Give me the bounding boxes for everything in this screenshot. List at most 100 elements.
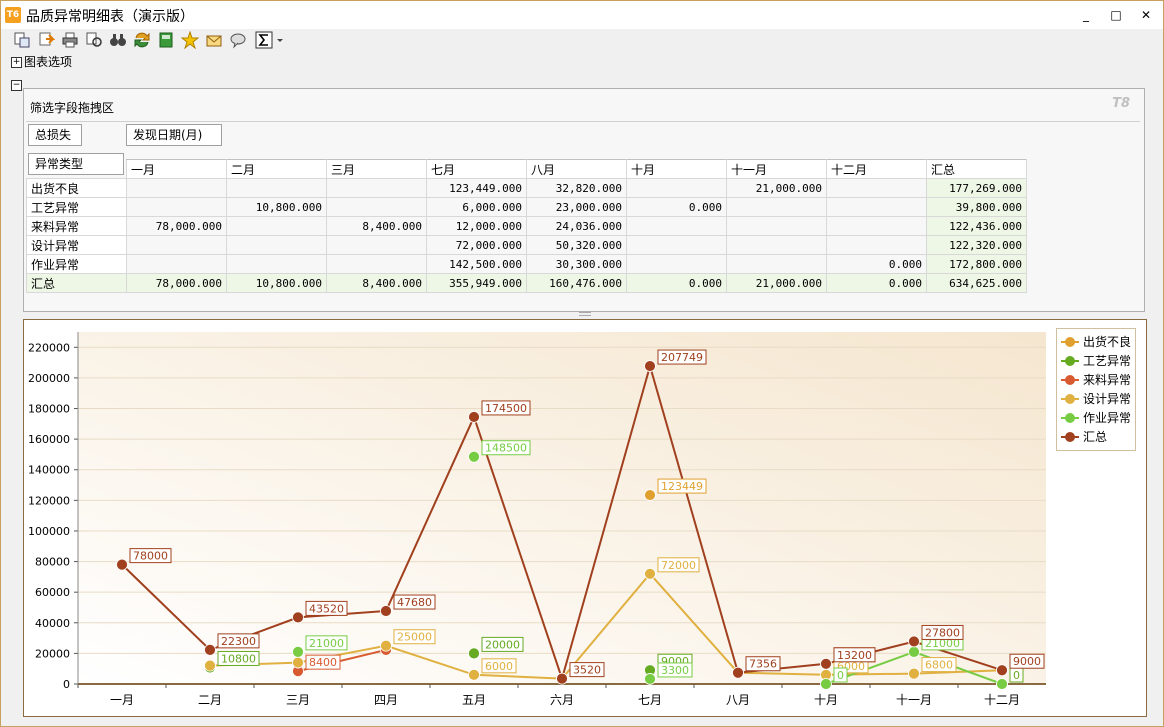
sum-icon[interactable] <box>255 31 273 49</box>
table-cell[interactable]: 78,000.000 <box>126 216 227 236</box>
table-cell[interactable]: 0.000 <box>626 197 727 217</box>
column-field-button[interactable]: 发现日期(月) <box>126 124 222 146</box>
table-cell[interactable]: 172,800.000 <box>926 254 1027 274</box>
table-cell[interactable]: 0.000 <box>826 273 927 293</box>
mail-icon[interactable] <box>205 31 223 49</box>
table-cell[interactable] <box>826 235 927 255</box>
table-cell[interactable] <box>126 254 227 274</box>
collapse-toggle[interactable]: − <box>11 78 24 92</box>
table-cell[interactable]: 122,436.000 <box>926 216 1027 236</box>
column-header[interactable]: 十一月 <box>726 159 827 179</box>
row-header[interactable]: 作业异常 <box>26 254 127 274</box>
find-icon[interactable] <box>109 31 127 49</box>
table-cell[interactable]: 355,949.000 <box>426 273 527 293</box>
table-cell[interactable]: 21,000.000 <box>726 273 827 293</box>
table-cell[interactable] <box>226 216 327 236</box>
data-field-button[interactable]: 总损失 <box>28 124 82 146</box>
column-header[interactable]: 十二月 <box>826 159 927 179</box>
row-header[interactable]: 汇总 <box>26 273 127 293</box>
table-cell[interactable]: 21,000.000 <box>726 178 827 198</box>
table-cell[interactable]: 78,000.000 <box>126 273 227 293</box>
table-cell[interactable] <box>726 235 827 255</box>
table-cell[interactable] <box>626 254 727 274</box>
table-cell[interactable] <box>326 178 427 198</box>
y-tick-label: 80000 <box>35 556 70 569</box>
data-label: 174500 <box>485 402 527 415</box>
table-cell[interactable] <box>226 235 327 255</box>
table-cell[interactable] <box>726 197 827 217</box>
close-button[interactable]: ✕ <box>1140 8 1152 22</box>
table-cell[interactable]: 32,820.000 <box>526 178 627 198</box>
data-point <box>380 639 392 652</box>
table-cell[interactable] <box>726 254 827 274</box>
table-cell[interactable] <box>226 178 327 198</box>
print-icon[interactable] <box>61 31 79 49</box>
data-point <box>380 605 392 617</box>
table-cell[interactable]: 0.000 <box>626 273 727 293</box>
table-cell[interactable]: 50,320.000 <box>526 235 627 255</box>
table-cell[interactable] <box>826 178 927 198</box>
column-header[interactable]: 八月 <box>526 159 627 179</box>
minimize-button[interactable]: _ <box>1083 8 1089 22</box>
table-cell[interactable]: 39,800.000 <box>926 197 1027 217</box>
export-icon[interactable] <box>37 31 56 49</box>
panel-splitter[interactable] <box>579 312 591 316</box>
table-cell[interactable]: 10,800.000 <box>226 197 327 217</box>
grid-header-row: 一月 二月 三月 七月 八月 十月 十一月 十二月 汇总 <box>27 159 1027 179</box>
column-header[interactable]: 十月 <box>626 159 727 179</box>
table-cell[interactable] <box>826 197 927 217</box>
table-cell[interactable] <box>226 254 327 274</box>
table-cell[interactable]: 122,320.000 <box>926 235 1027 255</box>
table-cell[interactable]: 8,400.000 <box>326 273 427 293</box>
table-cell[interactable]: 10,800.000 <box>226 273 327 293</box>
table-cell[interactable] <box>326 197 427 217</box>
column-header[interactable]: 汇总 <box>926 159 1027 179</box>
table-cell[interactable] <box>626 235 727 255</box>
row-header[interactable]: 来料异常 <box>26 216 127 236</box>
column-header[interactable]: 一月 <box>126 159 227 179</box>
table-cell[interactable]: 123,449.000 <box>426 178 527 198</box>
table-cell[interactable] <box>726 216 827 236</box>
comment-icon[interactable] <box>229 31 247 49</box>
filter-drop-zone[interactable]: 筛选字段拖拽区 T8 <box>26 91 1140 122</box>
row-header[interactable]: 出货不良 <box>26 178 127 198</box>
column-header[interactable]: 三月 <box>326 159 427 179</box>
table-cell[interactable]: 30,300.000 <box>526 254 627 274</box>
table-cell[interactable] <box>626 178 727 198</box>
table-cell[interactable]: 160,476.000 <box>526 273 627 293</box>
table-cell[interactable]: 12,000.000 <box>426 216 527 236</box>
table-cell[interactable]: 142,500.000 <box>426 254 527 274</box>
table-cell[interactable] <box>326 235 427 255</box>
table-cell[interactable]: 8,400.000 <box>326 216 427 236</box>
row-header[interactable]: 设计异常 <box>26 235 127 255</box>
favorite-icon[interactable] <box>180 30 200 50</box>
chart-options-toggle[interactable]: + 图表选项 <box>11 53 72 70</box>
table-cell[interactable]: 177,269.000 <box>926 178 1027 198</box>
refresh-icon[interactable] <box>133 31 151 49</box>
preview-icon[interactable] <box>13 31 31 49</box>
row-field-button[interactable]: 异常类型 <box>28 153 124 175</box>
data-label: 20000 <box>485 638 520 651</box>
table-cell[interactable]: 634,625.000 <box>926 273 1027 293</box>
column-header[interactable]: 七月 <box>426 159 527 179</box>
table-cell[interactable] <box>826 216 927 236</box>
data-label: 21000 <box>925 637 960 650</box>
table-cell[interactable] <box>126 235 227 255</box>
table-cell[interactable] <box>126 178 227 198</box>
row-header[interactable]: 工艺异常 <box>26 197 127 217</box>
table-cell[interactable] <box>126 197 227 217</box>
data-label: 0 <box>1013 669 1020 682</box>
table-cell[interactable]: 24,036.000 <box>526 216 627 236</box>
column-header[interactable]: 二月 <box>226 159 327 179</box>
x-tick-label: 十一月 <box>896 693 932 707</box>
locate-icon[interactable] <box>85 31 103 49</box>
table-cell[interactable]: 72,000.000 <box>426 235 527 255</box>
dropdown-icon[interactable] <box>275 31 285 49</box>
table-cell[interactable] <box>626 216 727 236</box>
table-cell[interactable]: 0.000 <box>826 254 927 274</box>
table-cell[interactable]: 23,000.000 <box>526 197 627 217</box>
maximize-button[interactable]: □ <box>1110 8 1122 22</box>
table-cell[interactable]: 6,000.000 <box>426 197 527 217</box>
table-cell[interactable] <box>326 254 427 274</box>
save-format-icon[interactable] <box>157 31 175 49</box>
